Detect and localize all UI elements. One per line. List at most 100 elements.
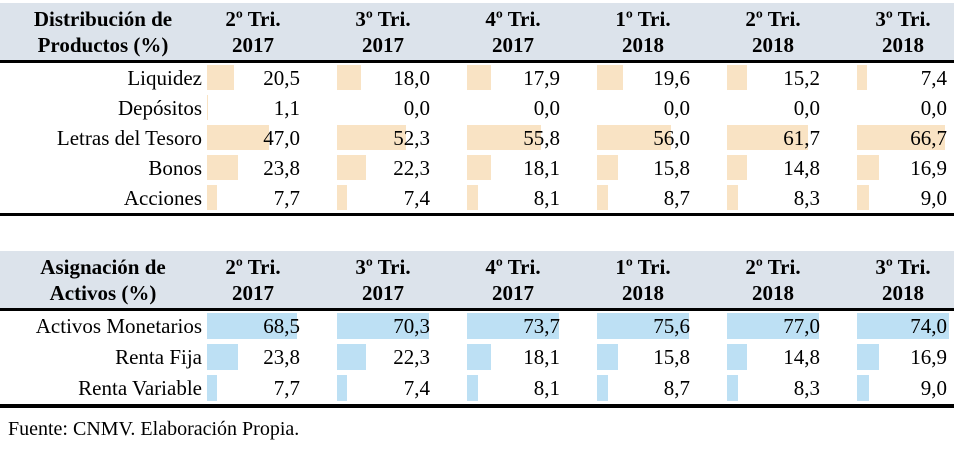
data-bar xyxy=(727,65,748,90)
value-cell: 8,3 xyxy=(726,183,856,213)
cell-value: 70,3 xyxy=(393,314,430,338)
value-cell: 56,0 xyxy=(596,123,726,153)
value-cell: 14,8 xyxy=(726,342,856,373)
value-cell: 77,0 xyxy=(726,311,856,342)
column-header-period: 2º Tri. xyxy=(225,255,281,279)
value-cell: 14,8 xyxy=(726,153,856,183)
value-cell: 0,0 xyxy=(726,93,856,123)
cell-value: 8,1 xyxy=(533,376,560,400)
value-cell: 52,3 xyxy=(336,123,466,153)
cell-value: 22,3 xyxy=(393,345,430,369)
cell-value: 9,0 xyxy=(920,186,947,210)
cell-value: 55,8 xyxy=(523,126,560,150)
cell-value: 18,1 xyxy=(523,156,560,180)
column-header-period: 1º Tri. xyxy=(615,255,671,279)
cell-value: 77,0 xyxy=(783,314,820,338)
cell-value: 15,2 xyxy=(783,66,820,90)
value-cell: 68,5 xyxy=(206,311,336,342)
data-bar xyxy=(727,313,819,339)
column-header-year: 2018 xyxy=(622,33,664,57)
value-cell: 15,2 xyxy=(726,63,856,93)
data-bar xyxy=(727,125,809,150)
data-bar xyxy=(467,125,541,150)
column-header-year: 2018 xyxy=(752,33,794,57)
data-bar xyxy=(467,313,559,339)
value-cell: 9,0 xyxy=(856,373,954,404)
row-label: Renta Variable xyxy=(78,376,202,400)
value-cell: 18,0 xyxy=(336,63,466,93)
column-header-period: 3º Tri. xyxy=(875,7,931,31)
value-cell: 23,8 xyxy=(206,153,336,183)
column-header-period: 2º Tri. xyxy=(745,7,801,31)
value-cell: 0,0 xyxy=(596,93,726,123)
column-header: 3º Tri. 2018 xyxy=(856,3,954,60)
table-header-row: Asignación de Activos (%) 2º Tri. 2017 3º Tr… xyxy=(0,251,954,311)
cell-value: 23,8 xyxy=(263,156,300,180)
table-row: Acciones 7,7 7,4 8,1 8,7 8,3 9,0 xyxy=(0,183,954,213)
column-header-period: 4º Tri. xyxy=(485,7,541,31)
value-cell: 7,7 xyxy=(206,183,336,213)
table-row: Bonos 23,8 22,3 18,1 15,8 14,8 16,9 xyxy=(0,153,954,183)
column-header-period: 2º Tri. xyxy=(225,7,281,31)
cell-value: 8,3 xyxy=(793,186,820,210)
data-bar xyxy=(207,65,235,90)
value-cell: 19,6 xyxy=(596,63,726,93)
data-bar xyxy=(857,375,869,401)
column-header: 3º Tri. 2017 xyxy=(336,251,466,308)
column-header-period: 3º Tri. xyxy=(355,7,411,31)
value-cell: 75,6 xyxy=(596,311,726,342)
cell-value: 8,7 xyxy=(663,376,690,400)
table-title: Asignación de Activos (%) xyxy=(0,251,206,308)
table-body: Activos Monetarios 68,5 70,3 73,7 75,6 77,0 74… xyxy=(0,311,954,408)
source-note: Fuente: CNMV. Elaboración Propia. xyxy=(8,418,300,440)
value-cell: 61,7 xyxy=(726,123,856,153)
row-label: Activos Monetarios xyxy=(35,314,202,338)
table-row: Liquidez 20,5 18,0 17,9 19,6 15,2 7,4 xyxy=(0,63,954,93)
cell-value: 7,7 xyxy=(273,376,300,400)
cell-value: 19,6 xyxy=(653,66,690,90)
column-header-year: 2018 xyxy=(882,281,924,305)
row-label: Liquidez xyxy=(127,66,202,90)
column-header-year: 2017 xyxy=(362,281,404,305)
table-row: Letras del Tesoro 47,0 52,3 55,8 56,0 61,7 66,… xyxy=(0,123,954,153)
cell-value: 0,0 xyxy=(403,96,430,120)
value-cell: 73,7 xyxy=(466,311,596,342)
value-cell: 0,0 xyxy=(336,93,466,123)
table-row: Depósitos 1,1 0,0 0,0 0,0 0,0 0,0 xyxy=(0,93,954,123)
cell-value: 61,7 xyxy=(783,126,820,150)
data-bar xyxy=(337,344,367,370)
data-bar xyxy=(597,125,671,150)
data-bar xyxy=(337,185,347,210)
table-row: Renta Variable 7,7 7,4 8,1 8,7 8,3 9,0 xyxy=(0,373,954,404)
column-header-period: 3º Tri. xyxy=(355,255,411,279)
data-bar xyxy=(597,375,609,401)
data-bar xyxy=(467,185,478,210)
column-header-year: 2017 xyxy=(492,281,534,305)
data-bar xyxy=(207,344,239,370)
value-cell: 15,8 xyxy=(596,153,726,183)
column-header: 3º Tri. 2017 xyxy=(336,3,466,60)
value-cell: 8,1 xyxy=(466,183,596,213)
cell-value: 9,0 xyxy=(920,376,947,400)
value-cell: 9,0 xyxy=(856,183,954,213)
cell-value: 0,0 xyxy=(793,96,820,120)
value-cell: 15,8 xyxy=(596,342,726,373)
table-title-line2: Productos (%) xyxy=(37,33,169,57)
cell-value: 66,7 xyxy=(910,126,947,150)
data-bar xyxy=(857,313,949,339)
value-cell: 7,4 xyxy=(856,63,954,93)
column-header-period: 4º Tri. xyxy=(485,255,541,279)
data-bar xyxy=(857,155,880,180)
cell-value: 56,0 xyxy=(653,126,690,150)
table-row: Renta Fija 23,8 22,3 18,1 15,8 14,8 16,9 xyxy=(0,342,954,373)
cell-value: 52,3 xyxy=(393,126,430,150)
data-bar xyxy=(337,375,347,401)
column-header-year: 2017 xyxy=(362,33,404,57)
value-cell: 7,7 xyxy=(206,373,336,404)
value-cell: 23,8 xyxy=(206,342,336,373)
value-cell: 16,9 xyxy=(856,153,954,183)
column-header-period: 2º Tri. xyxy=(745,255,801,279)
cell-value: 7,7 xyxy=(273,186,300,210)
cell-value: 22,3 xyxy=(393,156,430,180)
